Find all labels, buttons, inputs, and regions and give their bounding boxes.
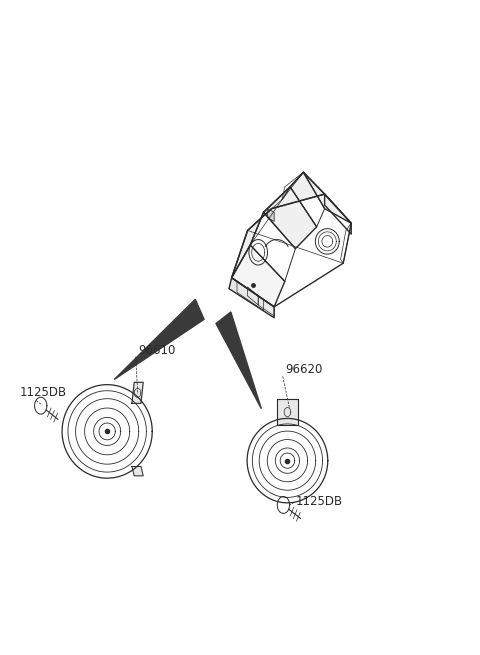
Polygon shape <box>229 278 274 318</box>
Polygon shape <box>232 172 324 278</box>
Text: 1125DB: 1125DB <box>19 386 67 399</box>
Polygon shape <box>132 466 143 476</box>
Polygon shape <box>132 383 143 403</box>
Polygon shape <box>264 187 317 249</box>
Text: 1125DB: 1125DB <box>295 495 342 508</box>
Polygon shape <box>267 209 274 221</box>
Polygon shape <box>277 400 298 424</box>
Text: 96620: 96620 <box>285 364 323 376</box>
Polygon shape <box>216 312 261 409</box>
Polygon shape <box>303 172 351 223</box>
Text: 96610: 96610 <box>138 344 175 357</box>
Polygon shape <box>232 245 285 307</box>
Polygon shape <box>114 299 204 379</box>
